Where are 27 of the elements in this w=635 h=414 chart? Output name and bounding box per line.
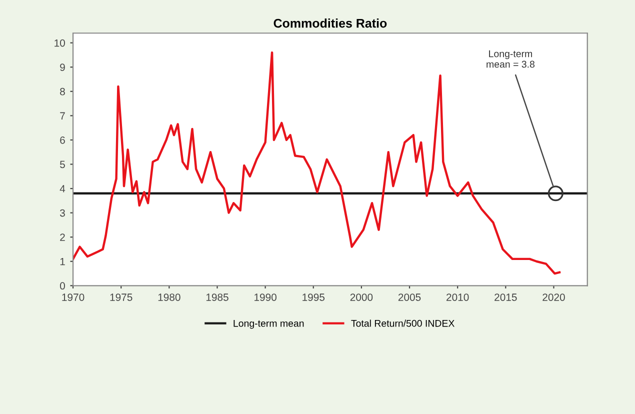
- y-tick-label: 0: [60, 282, 65, 290]
- annotation: Long-term mean = 3.8: [486, 50, 534, 68]
- x-tick-label: 1990: [254, 294, 276, 301]
- line-series: [73, 51, 561, 275]
- x-tick-label: 2020: [542, 294, 565, 301]
- x-tick-label: 2000: [350, 294, 373, 301]
- x-tick-label: 1985: [206, 294, 228, 301]
- y-tick-label: 2: [60, 234, 65, 241]
- x-tick-label: 2005: [398, 294, 421, 301]
- x-tick-label: 1970: [62, 294, 84, 301]
- y-tick-label: 1: [60, 258, 65, 266]
- chart-title: Commodities Ratio: [274, 18, 387, 28]
- y-tick-label: 3: [60, 209, 65, 217]
- y-tick-label: 8: [60, 88, 65, 96]
- x-tick-label: 2010: [446, 294, 469, 301]
- y-tick-label: 9: [60, 64, 65, 71]
- x-tick-label: 1975: [110, 294, 132, 301]
- legend-label: Long-term mean: [234, 320, 304, 329]
- x-tick-label: 2015: [494, 294, 517, 301]
- y-tick-label: 4: [60, 185, 66, 192]
- y-tick-label: 10: [54, 39, 65, 47]
- x-tick-label: 1995: [302, 294, 325, 301]
- legend-label: Total Return/500 INDEX: [351, 320, 454, 327]
- y-tick-label: 7: [60, 112, 65, 120]
- y-tick-label: 6: [60, 136, 65, 144]
- x-tick-label: 1980: [158, 294, 180, 301]
- y-tick-label: 5: [60, 160, 65, 168]
